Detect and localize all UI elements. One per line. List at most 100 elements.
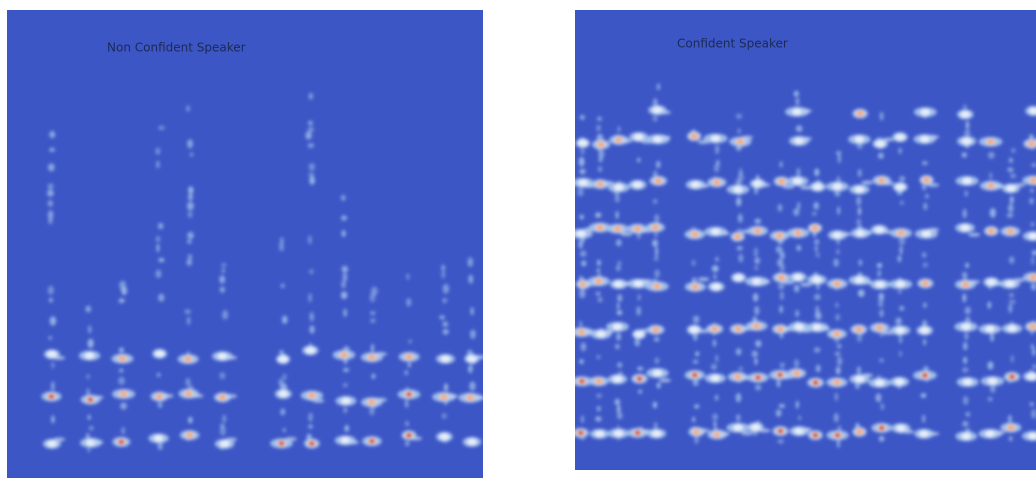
spectrogram-blob [755, 340, 761, 347]
spectrogram-blob [347, 440, 359, 444]
spectrogram-blob [962, 138, 972, 145]
spectrogram-blob [281, 283, 285, 288]
spectrogram-blob [837, 356, 842, 366]
spectrogram-blob [966, 121, 970, 130]
spectrogram-blob [712, 265, 719, 272]
spectrogram-blob [879, 436, 885, 442]
spectrogram-blob [616, 333, 621, 341]
spectrogram-blob [814, 294, 821, 301]
spectrogram-blob [652, 239, 658, 247]
spectrogram-blob [856, 196, 861, 206]
spectrogram-blob [653, 199, 658, 204]
spectrogram-blob [659, 110, 671, 114]
spectrogram-blob [659, 136, 671, 140]
spectrogram-blob [636, 306, 641, 315]
spectrogram-blob [634, 133, 644, 140]
spectrogram-blob [964, 130, 970, 137]
spectrogram-blob [813, 183, 823, 190]
spectrogram-blob [1010, 375, 1015, 379]
spectrogram-blob [818, 327, 830, 331]
spectrogram-blob [734, 274, 744, 281]
spectrogram-blob [835, 302, 839, 307]
spectrogram-blob [815, 246, 818, 252]
spectrogram-blob [800, 427, 812, 431]
spectrogram-blob [796, 168, 800, 177]
spectrogram-blob [858, 207, 861, 216]
spectrogram-blob [638, 389, 642, 394]
spectrogram-blob [88, 325, 92, 333]
spectrogram-blob [816, 252, 820, 258]
spectrogram-blob [369, 406, 375, 415]
spectrogram-blob [858, 289, 865, 297]
spectrogram-blob [595, 430, 605, 437]
spectrogram-blob [186, 105, 190, 112]
spectrogram-blob [342, 266, 349, 273]
spectrogram-blob [713, 421, 716, 428]
spectrogram-blob [652, 327, 660, 333]
spectrogram-blob [119, 440, 124, 444]
spectrogram-blob [222, 310, 228, 320]
spectrogram-blob [1030, 402, 1034, 407]
spectrogram-blob [738, 254, 743, 263]
spectrogram-blob [580, 148, 585, 155]
spectrogram-blob [861, 181, 873, 185]
spectrogram-blob [798, 415, 801, 420]
spectrogram-blob [922, 161, 928, 165]
spectrogram-blob [637, 367, 644, 371]
spectrogram-blob [308, 393, 316, 399]
spectrogram-blob [875, 140, 885, 147]
spectrogram-blob [121, 427, 125, 434]
spectrogram-blob [283, 428, 286, 432]
spectrogram-blob [927, 432, 939, 436]
spectrogram-blob [1030, 188, 1034, 192]
spectrogram-blob [444, 383, 448, 391]
spectrogram-blob [876, 325, 884, 331]
spectrogram-blob [780, 291, 784, 300]
spectrogram-blob [579, 215, 584, 220]
spectrogram-blob [715, 257, 719, 262]
spectrogram-blob [777, 275, 785, 281]
spectrogram-blob [343, 383, 348, 387]
spectrogram-blob [815, 311, 822, 320]
spectrogram-blob [793, 274, 803, 281]
spectrogram-blob [759, 183, 771, 187]
spectrogram-blob [596, 393, 602, 398]
spectrogram-blob [309, 325, 315, 333]
spectrogram-blob [408, 339, 412, 343]
spectrogram-blob [833, 331, 841, 337]
spectrogram-blob [736, 139, 744, 145]
spectrogram-blob [596, 355, 600, 360]
spectrogram-blob [816, 365, 821, 373]
spectrogram-blob [754, 306, 759, 316]
spectrogram-blob [279, 441, 284, 445]
figure: Non Confident Speaker Confident Speaker [0, 0, 1036, 479]
spectrogram-blob [470, 307, 474, 315]
spectrogram-blob [812, 212, 817, 216]
spectrogram-blob [1006, 228, 1014, 234]
spectrogram-blob [187, 259, 193, 266]
spectrogram-blob [964, 332, 968, 340]
spectrogram-blob [119, 347, 124, 352]
spectrogram-blob [1029, 198, 1034, 205]
spectrogram-blob [282, 316, 288, 324]
spectrogram-blob [899, 336, 903, 344]
spectrogram-blob [370, 318, 376, 323]
spectrogram-blob [155, 148, 160, 155]
spectrogram-blob [898, 255, 902, 262]
spectrogram-blob [405, 421, 409, 426]
spectrogram-blob [854, 136, 864, 143]
spectrogram-blob [654, 214, 659, 223]
spectrogram-blob [792, 108, 802, 115]
spectrogram-blob [1007, 213, 1014, 218]
spectrogram-blob [733, 186, 743, 193]
spectrogram-blob [965, 263, 969, 269]
spectrogram-blob [1007, 325, 1017, 332]
spectrogram-blob [617, 261, 621, 266]
spectrogram-blob [375, 352, 387, 356]
spectrogram-blob [370, 293, 376, 303]
spectrogram-blob [577, 187, 583, 196]
spectrogram-blob [898, 290, 902, 294]
spectrogram-blob [654, 357, 659, 364]
spectrogram-blob [857, 366, 861, 374]
spectrogram-blob [51, 362, 54, 369]
